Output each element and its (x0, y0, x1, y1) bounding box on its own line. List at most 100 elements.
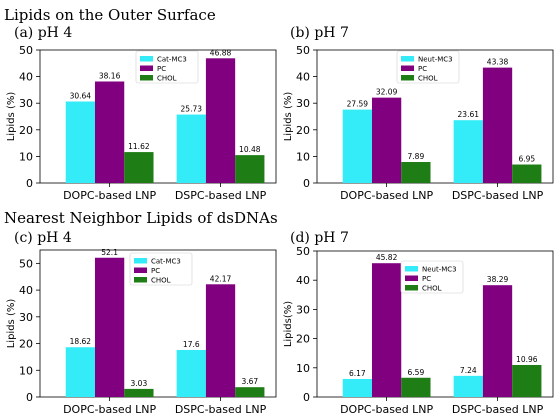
legend-swatch (405, 275, 418, 281)
panel-label-b: (b) pH 7 (290, 25, 349, 41)
x-tick-label: DSPC-based LNP (175, 403, 267, 416)
bar-value-label: 10.48 (239, 145, 261, 154)
legend-label: CHOL (418, 75, 438, 83)
legend-label: Cat-MC3 (157, 56, 187, 64)
bar (401, 377, 431, 397)
bar-value-label: 6.95 (518, 155, 535, 164)
legend-label: CHOL (151, 277, 171, 285)
bar (453, 375, 483, 397)
chart-a: 0 10 20 30 40 50 Lipids (%) 30.64 38.16 11.62 DOPC… (6, 44, 277, 202)
bar-value-label: 38.29 (487, 275, 509, 284)
x-tick-label: DSPC-based LNP (452, 403, 544, 416)
panel-label-d: (d) pH 7 (290, 230, 349, 246)
bar (482, 67, 513, 183)
bar (371, 263, 402, 397)
y-tick-label: 10 (19, 364, 33, 377)
bar-value-label: 52.1 (101, 248, 118, 257)
legend-label: Cat-MC3 (151, 258, 181, 266)
bar-value-label: 38.16 (99, 71, 121, 80)
legend-label: Neut-MC3 (422, 266, 457, 274)
y-tick-label: 50 (19, 257, 33, 270)
bar-value-label: 17.6 (183, 340, 200, 349)
bar (176, 349, 206, 397)
y-tick-label: 40 (296, 274, 310, 287)
bar (512, 364, 542, 397)
bar (401, 162, 431, 183)
y-tick-label: 0 (26, 391, 33, 404)
legend-swatch (405, 285, 418, 291)
bar-value-label: 7.24 (460, 366, 477, 375)
y-axis-label: Lipids (%) (6, 299, 17, 349)
bar-value-label: 18.62 (70, 337, 92, 346)
plot-frame (316, 49, 554, 184)
bar-value-label: 45.82 (376, 253, 398, 262)
legend-swatch (401, 65, 414, 71)
bar (124, 152, 154, 183)
y-tick-label: 0 (26, 177, 33, 190)
y-tick-label: 40 (19, 71, 33, 84)
bar-value-label: 46.88 (210, 48, 232, 57)
bar-value-label: 11.62 (128, 142, 150, 151)
bar-value-label: 43.38 (487, 58, 509, 67)
y-tick-label: 40 (19, 284, 33, 297)
bar (124, 388, 154, 397)
y-tick-label: 50 (296, 245, 310, 258)
bar (235, 387, 265, 397)
bar (453, 120, 483, 183)
y-tick-label: 30 (296, 97, 310, 110)
legend-label: PC (157, 65, 166, 73)
bar (342, 109, 372, 183)
y-tick-label: 30 (296, 303, 310, 316)
y-tick-label: 20 (19, 124, 33, 137)
bar (205, 284, 236, 397)
bar-value-label: 42.17 (210, 274, 232, 283)
legend-swatch (140, 65, 153, 71)
legend-swatch (134, 267, 147, 273)
x-tick-label: DSPC-based LNP (452, 189, 544, 202)
bar (482, 285, 513, 397)
y-tick-label: 40 (296, 71, 310, 84)
y-tick-label: 20 (19, 338, 33, 351)
bar (235, 155, 265, 183)
y-tick-label: 50 (19, 44, 33, 57)
bar-value-label: 6.17 (349, 369, 366, 378)
x-tick-label: DOPC-based LNP (63, 403, 156, 416)
legend-label: CHOL (157, 75, 177, 83)
y-tick-label: 50 (296, 44, 310, 57)
panel-label-c: (c) pH 4 (14, 230, 72, 246)
section-title-nearest-neighbor: Nearest Neighbor Lipids of dsDNAs (4, 209, 278, 227)
plot-frame (316, 250, 554, 398)
bar (176, 114, 206, 183)
legend-swatch (401, 75, 414, 81)
y-tick-label: 30 (19, 311, 33, 324)
chart-b: 0 10 20 30 40 50 Lipids (%) 27.59 32.09 7.89 DOPC-… (283, 44, 554, 202)
y-tick-label: 10 (296, 150, 310, 163)
y-axis-label: Lipids (%) (283, 92, 294, 142)
bar-value-label: 6.59 (408, 368, 425, 377)
plot-frame (39, 249, 277, 398)
y-axis-label: Lipids(%) (283, 301, 294, 347)
chart-d: 0 10 20 30 40 50 Lipids(%) 6.17 45.82 6.59 DOPC-ba… (283, 245, 554, 416)
bar-value-label: 32.09 (376, 88, 398, 97)
x-tick-label: DOPC-based LNP (63, 189, 156, 202)
y-tick-label: 30 (19, 97, 33, 110)
bar (65, 347, 95, 397)
y-tick-label: 0 (303, 177, 310, 190)
bar-value-label: 3.67 (241, 377, 258, 386)
y-tick-label: 10 (296, 362, 310, 375)
section-title-outer-surface: Lipids on the Outer Surface (4, 6, 216, 24)
legend-label: PC (151, 267, 160, 275)
legend-swatch (140, 75, 153, 81)
bar-value-label: 27.59 (347, 100, 369, 109)
bar (94, 257, 125, 397)
legend-swatch (134, 258, 147, 264)
legend-swatch (140, 56, 153, 62)
bar (205, 58, 236, 183)
bar-value-label: 23.61 (458, 110, 480, 119)
y-tick-label: 10 (19, 150, 33, 163)
bar-value-label: 30.64 (70, 91, 92, 100)
